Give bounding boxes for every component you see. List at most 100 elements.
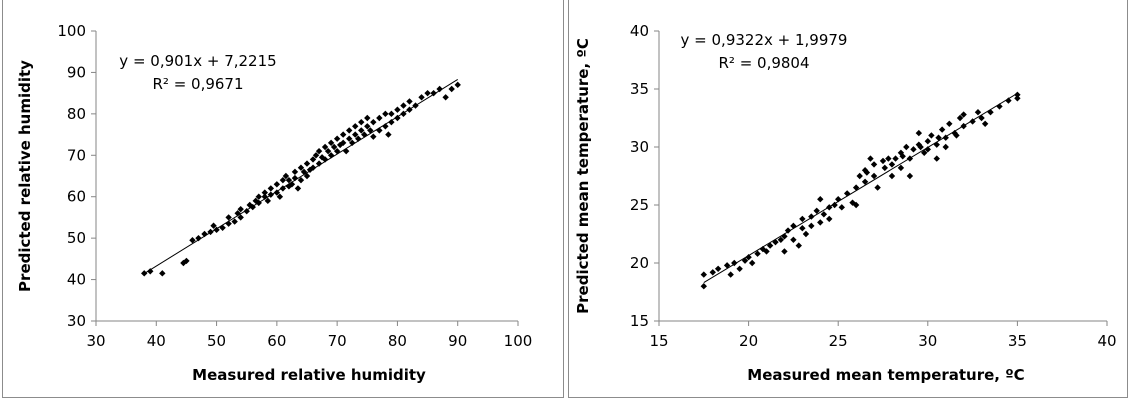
x-tick-label: 70 [328,332,347,350]
data-point [213,226,220,234]
data-point [781,248,788,255]
data-point [870,161,878,168]
data-point [748,259,756,267]
data-point [309,156,317,163]
data-point [802,230,810,238]
data-point [349,139,356,147]
data-point [996,103,1003,110]
data-point [346,135,353,142]
data-point [709,269,716,276]
regression-equation: y = 0,901x + 7,2215 [119,52,276,70]
y-tick-label: 70 [67,146,86,164]
y-axis-title: Predicted relative humidity [16,60,34,292]
data-point [938,126,946,133]
data-point [309,164,317,171]
regression-equation: y = 0,9322x + 1,9979 [681,31,848,49]
data-point [448,85,455,93]
data-point [267,191,275,198]
y-tick-label: 40 [67,271,86,289]
y-tick-label: 40 [630,22,649,40]
y-tick-label: 20 [630,254,649,272]
y-axis-title: Predicted mean temperature, ºC [574,38,592,314]
data-point [960,111,967,118]
data-point [838,204,845,211]
data-point [327,139,335,147]
data-point [826,215,833,223]
data-point [273,189,281,196]
humidity-scatter-chart: 30 40 50 60 70 80 90 100 30 40 50 60 70 80 90 100 y = 0,… [16,22,532,384]
data-point [282,172,290,180]
data-point [279,176,287,184]
data-point [790,222,797,230]
x-axis-title: Measured mean temperature, ºC [747,366,1024,384]
data-point [910,146,917,153]
x-tick-label: 40 [147,332,166,350]
data-point [195,234,202,242]
data-point [225,214,232,221]
data-point [367,127,374,134]
data-point [1014,91,1021,98]
y-tick-label: 60 [67,188,86,206]
data-point [454,81,461,89]
data-point [361,131,368,138]
data-point [364,114,371,122]
data-point [394,114,401,122]
r-squared-label: R² = 0,9804 [718,54,809,72]
data-point [364,123,371,130]
data-point [376,127,383,134]
data-point [159,270,166,277]
data-point [388,110,395,118]
data-point [339,131,347,138]
data-point [817,219,824,226]
data-point [225,220,232,227]
data-point [376,114,383,122]
data-point [799,225,806,232]
data-point [237,205,244,213]
data-point [333,135,341,142]
x-tick-label: 80 [388,332,407,350]
y-tick-label: 25 [630,196,649,214]
data-point [942,143,949,151]
data-point [210,222,217,229]
data-point [291,174,299,182]
data-point [303,172,311,180]
data-point [267,185,275,192]
data-point [147,268,154,275]
data-point [933,141,940,148]
data-point [358,118,365,126]
data-point [279,185,287,192]
data-point [928,132,935,139]
y-tick-label: 35 [630,80,649,98]
data-point [264,197,272,205]
data-point [956,114,964,122]
data-point [981,120,989,127]
data-point [400,110,407,118]
data-point [276,193,284,200]
data-point [189,237,196,244]
data-point [352,123,359,130]
data-point [234,210,241,217]
data-point [442,94,449,101]
data-point [333,147,341,155]
data-point [237,214,244,221]
data-point [888,172,896,180]
data-point [772,238,779,246]
data-point [766,242,774,249]
data-point [330,143,338,151]
x-tick-label: 60 [267,332,286,350]
data-point [294,185,302,192]
data-point [790,236,797,243]
data-point [288,181,296,188]
data-point [799,215,806,223]
data-point [285,183,293,190]
data-point [700,283,707,290]
data-point [300,168,308,176]
r-squared-label: R² = 0,9671 [152,75,243,93]
data-point [835,196,842,203]
data-point [795,242,802,249]
x-tick-label: 35 [1008,332,1027,350]
data-point [436,85,443,93]
chart-panel-humidity: 30 40 50 60 70 80 90 100 30 40 50 60 70 80 90 100 y = 0,… [2,0,564,398]
data-point [935,134,942,141]
data-point [741,257,749,264]
